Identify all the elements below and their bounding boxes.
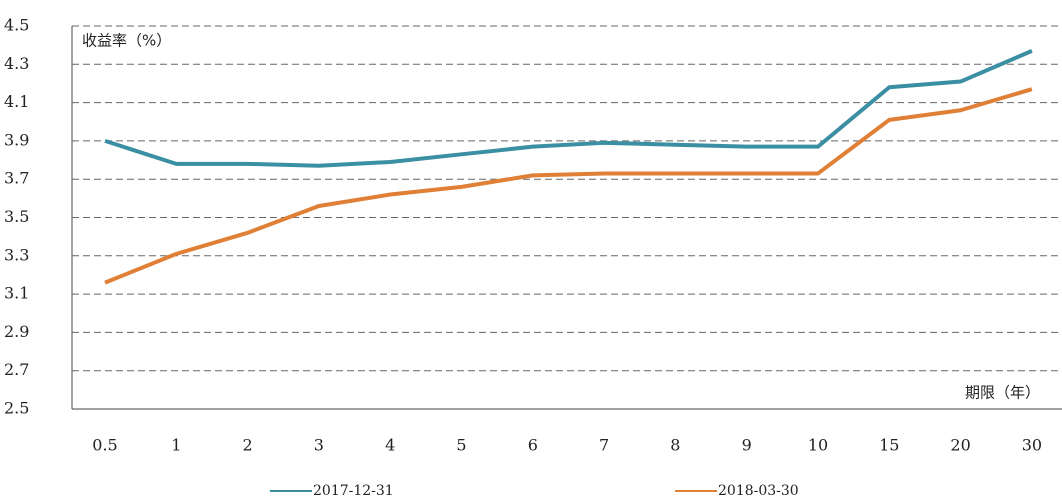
x-tick-label: 20 bbox=[950, 436, 970, 455]
y-tick-label: 4.5 bbox=[4, 16, 29, 35]
y-tick-label: 3.3 bbox=[4, 245, 29, 264]
x-tick-label: 6 bbox=[528, 436, 538, 455]
x-tick-label: 1 bbox=[171, 436, 181, 455]
x-tick-label: 9 bbox=[742, 436, 752, 455]
y-axis-label: 收益率（%） bbox=[82, 32, 171, 50]
legend-label: 2018-03-30 bbox=[718, 483, 799, 498]
y-tick-label: 3.9 bbox=[4, 130, 29, 149]
x-axis-label: 期限（年） bbox=[965, 384, 1040, 402]
y-tick-label: 4.3 bbox=[4, 54, 29, 73]
x-tick-label: 8 bbox=[670, 436, 680, 455]
x-tick-label: 0.5 bbox=[92, 436, 117, 455]
x-tick-label: 10 bbox=[808, 436, 828, 455]
y-tick-label: 3.7 bbox=[4, 169, 29, 188]
y-tick-label: 3.1 bbox=[4, 284, 29, 303]
legend-label: 2017-12-31 bbox=[313, 483, 394, 498]
x-tick-label: 7 bbox=[599, 436, 609, 455]
y-tick-label: 2.9 bbox=[4, 322, 29, 341]
y-tick-label: 2.7 bbox=[4, 360, 29, 379]
y-tick-label: 2.5 bbox=[4, 399, 29, 418]
y-tick-label: 3.5 bbox=[4, 207, 29, 226]
x-tick-label: 15 bbox=[879, 436, 899, 455]
y-tick-label: 4.1 bbox=[4, 92, 29, 111]
x-tick-label: 5 bbox=[456, 436, 466, 455]
x-tick-label: 4 bbox=[385, 436, 395, 455]
x-tick-label: 2 bbox=[243, 436, 253, 455]
series-line bbox=[104, 49, 1033, 168]
x-tick-label: 30 bbox=[1022, 436, 1042, 455]
series-line bbox=[104, 87, 1033, 285]
x-tick-label: 3 bbox=[314, 436, 324, 455]
